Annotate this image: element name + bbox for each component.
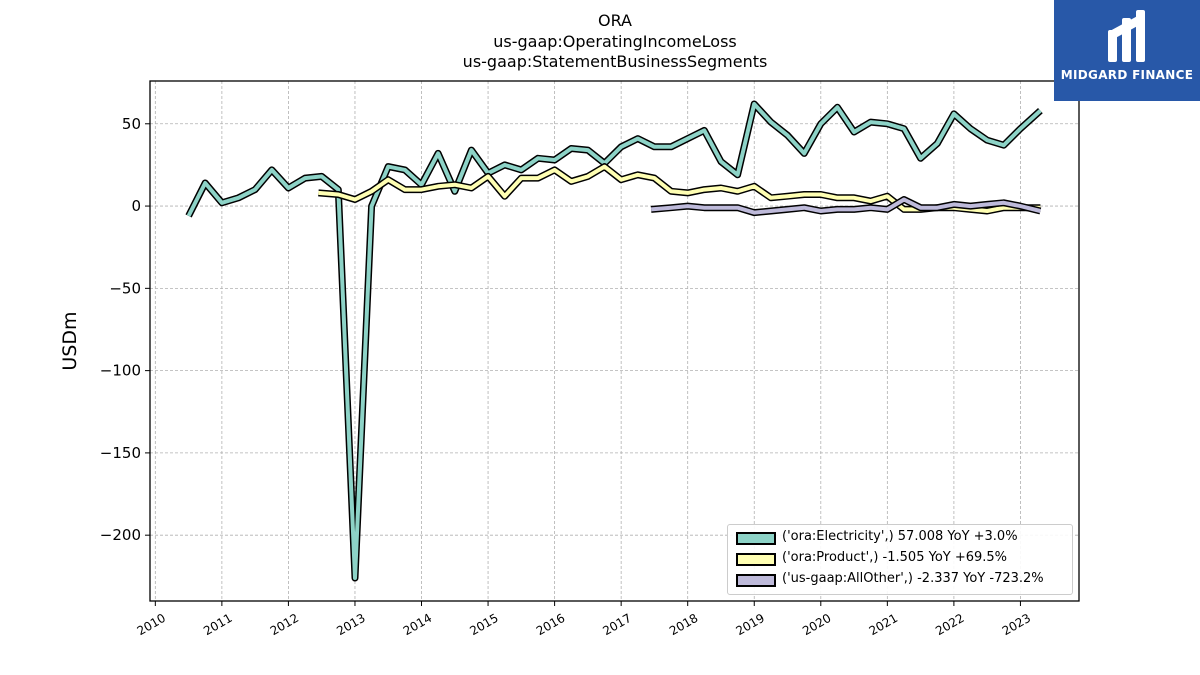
x-tick-label: 2021	[867, 611, 900, 638]
legend-label-electricity: ('ora:Electricity',) 57.008 YoY +3.0%	[782, 529, 1018, 544]
series-layer	[185, 100, 1043, 582]
x-tick-label: 2014	[401, 611, 434, 638]
y-tick-label: −200	[100, 526, 141, 544]
midgard-finance-logo: MIDGARD FINANCE	[1054, 0, 1200, 101]
x-tick-label: 2020	[800, 611, 833, 638]
y-tick-label: −50	[109, 279, 141, 297]
x-tick-label: 2015	[467, 611, 500, 638]
legend-label-allother: ('us-gaap:AllOther',) -2.337 YoY -723.2%	[782, 571, 1044, 586]
chart-legend: ('ora:Electricity',) 57.008 YoY +3.0% ('…	[727, 524, 1073, 595]
midgard-logo-icon	[1108, 10, 1145, 62]
series-line-allother	[650, 197, 1041, 215]
chart-title-line-1: ORA	[597, 11, 632, 30]
y-tick-label: −150	[100, 444, 141, 462]
legend-label-product: ('ora:Product',) -1.505 YoY +69.5%	[782, 550, 1008, 565]
x-tick-label: 2011	[201, 611, 234, 638]
y-tick-label: −100	[100, 362, 141, 380]
x-tick-label: 2017	[600, 611, 633, 638]
x-tick-label: 2013	[334, 611, 367, 638]
x-tick-label: 2010	[135, 611, 168, 638]
y-tick-label: 0	[131, 197, 141, 215]
x-tick-label: 2019	[734, 611, 767, 638]
x-tick-label: 2016	[534, 611, 567, 638]
grid-lines	[150, 81, 1079, 601]
x-tick-label: 2012	[268, 611, 301, 638]
y-tick-label: 50	[122, 115, 141, 133]
x-tick-label: 2023	[1000, 611, 1033, 638]
plot-frame	[149, 80, 1080, 602]
chart-title-line-2: us-gaap:OperatingIncomeLoss	[493, 32, 737, 51]
chart-title-line-3: us-gaap:StatementBusinessSegments	[462, 52, 768, 71]
x-tick-label: 2022	[933, 611, 966, 638]
legend-swatch-electricity	[736, 532, 776, 545]
legend-swatch-allother	[736, 574, 776, 587]
y-axis-label: USDm	[59, 311, 81, 370]
series-line-electricity	[186, 102, 1042, 580]
x-tick-label: 2018	[667, 611, 700, 638]
logo-text: MIDGARD FINANCE	[1060, 68, 1194, 82]
legend-swatch-product	[736, 553, 776, 566]
